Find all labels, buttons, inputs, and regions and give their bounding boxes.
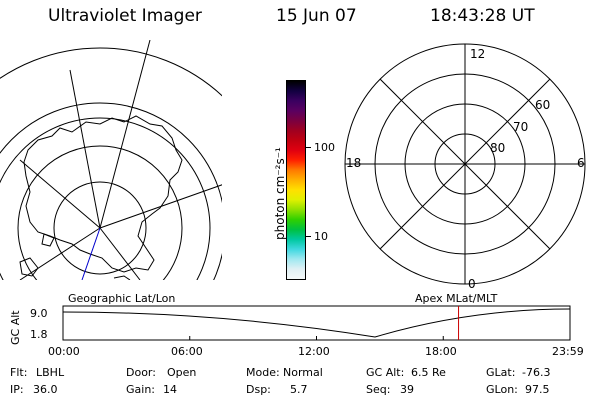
info-label: Dsp: (246, 383, 271, 396)
gc-alt-value: 6.5 Re (411, 366, 446, 379)
coastline (113, 275, 131, 280)
info-label: IP: (10, 383, 24, 396)
timeline-xtick-label: 12:00 (298, 345, 330, 358)
intensity-colorbar (286, 80, 306, 280)
info-label: GLat: (486, 366, 516, 379)
info-label: Flt: (10, 366, 28, 379)
glon-value: 97.5 (525, 383, 550, 396)
meridian (19, 159, 101, 229)
lat-ring (0, 47, 222, 97)
colorbar-tick-label: 100 (314, 141, 335, 154)
coastline (19, 257, 39, 277)
polar-plot-label: Apex MLat/MLT (415, 292, 498, 305)
coastline (23, 115, 183, 273)
mlat-mlt-polar-plot (344, 43, 586, 285)
timeline-xtick-label: 00:00 (48, 345, 80, 358)
ip-value: 36.0 (33, 383, 58, 396)
mlt-label-dawn: 6 (577, 156, 585, 170)
info-label: Gain: (126, 383, 155, 396)
glat-value: -76.3 (522, 366, 551, 379)
gain-value: 14 (163, 383, 177, 396)
info-label: Door: (126, 366, 156, 379)
colorbar-unit-label: photon cm⁻²s⁻¹ (273, 147, 287, 240)
mlt-label-dusk: 18 (346, 156, 362, 170)
lat-ring (53, 181, 147, 275)
lat-ring (0, 102, 222, 280)
info-label: GC Alt: (366, 366, 405, 379)
mlat-label-60: 60 (535, 98, 551, 112)
meridian (99, 227, 141, 280)
info-label: Seq: (366, 383, 391, 396)
instrument-title: Ultraviolet Imager (48, 6, 202, 26)
mlt-label-midnight: 0 (468, 277, 476, 291)
polar-diagonal (379, 78, 551, 250)
door-value: Open (167, 366, 197, 379)
meridian (69, 69, 101, 229)
coastline (41, 233, 55, 247)
mlt-label-noon: 12 (470, 47, 486, 61)
mlat-label-70: 70 (513, 120, 529, 134)
meridian (19, 227, 101, 280)
timeline-ytick-label: 9.0 (30, 307, 48, 320)
colorbar-tick (306, 147, 311, 148)
filter-value: LBHL (36, 366, 65, 379)
timeline-ylabel: GC Alt (9, 310, 22, 345)
altitude-curve (63, 308, 570, 338)
geographic-map-label: Geographic Lat/Lon (68, 292, 176, 305)
mlat-label-80: 80 (490, 141, 506, 155)
observation-date: 15 Jun 07 (276, 6, 357, 26)
timeline-ytick-label: 1.8 (30, 328, 48, 341)
colorbar-tick-label: 10 (314, 230, 328, 243)
info-label: Mode: (246, 366, 280, 379)
dsp-value: 5.7 (290, 383, 308, 396)
ground-track (81, 227, 101, 280)
timeline-xtick-label: 23:59 (552, 345, 584, 358)
meridian (99, 184, 222, 229)
colorbar-tick (306, 236, 311, 237)
seq-value: 39 (400, 383, 414, 396)
lat-ring (17, 145, 183, 280)
timeline-frame (62, 305, 571, 341)
timeline-xtick-label: 18:00 (425, 345, 457, 358)
observation-time: 18:43:28 UT (430, 6, 535, 26)
timeline-xtick-label: 06:00 (171, 345, 203, 358)
meridian (99, 40, 151, 229)
mode-value: Normal (283, 366, 323, 379)
info-label: GLon: (486, 383, 518, 396)
lat-ring (0, 117, 211, 280)
